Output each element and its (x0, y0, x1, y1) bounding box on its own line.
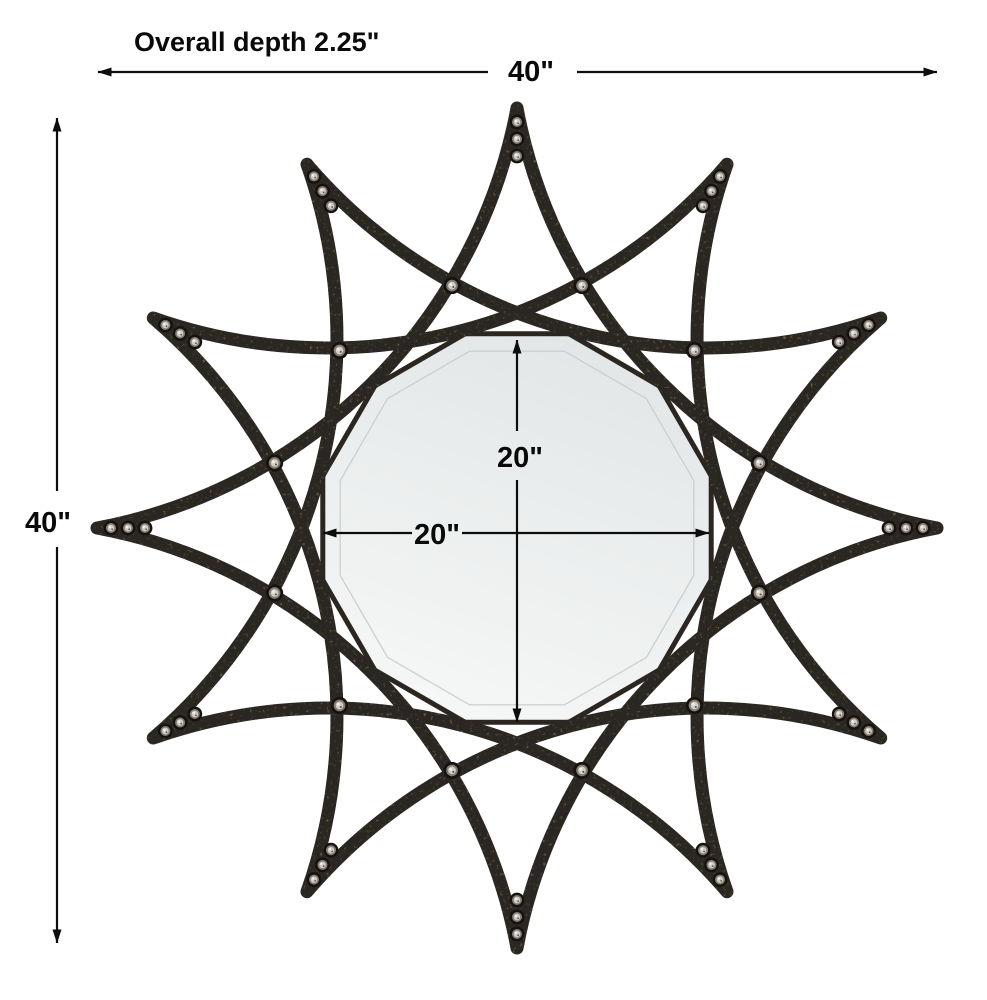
rivet (509, 114, 525, 130)
mirror-width-label: 20" (414, 519, 460, 551)
rivet (861, 723, 877, 739)
rivet (881, 520, 897, 536)
dimension-mirror-height: 20" (497, 339, 543, 723)
rivet (915, 520, 931, 536)
rivet (157, 723, 173, 739)
rivet (861, 317, 877, 333)
rivet (323, 842, 339, 858)
rivet (306, 168, 322, 184)
rivet (509, 909, 525, 925)
frame-strap-arcs (90, 101, 944, 955)
rivet (509, 892, 525, 908)
dimension-mirror-width: 20" (322, 519, 710, 551)
rivet (846, 326, 862, 341)
frame-rivets (103, 114, 931, 942)
rivet (266, 584, 284, 602)
rivet (330, 341, 349, 360)
rivet (685, 696, 704, 715)
mirror-height-label: 20" (497, 442, 543, 474)
rivet (103, 520, 119, 536)
rivet (443, 761, 461, 779)
rivet (509, 926, 525, 942)
rivet (712, 168, 728, 184)
rivet (306, 872, 322, 888)
rivet (120, 520, 136, 536)
rivet (509, 131, 525, 147)
rivet (157, 317, 173, 333)
rivet (573, 761, 591, 779)
rivet (509, 148, 525, 164)
rivet (266, 454, 284, 472)
mirror-bevel (339, 350, 695, 706)
rivet (712, 872, 728, 888)
overall-depth-label: Overall depth 2.25" (134, 27, 379, 57)
rivet (323, 198, 339, 214)
dimension-overall-height: 40" (25, 117, 71, 944)
overall-width-label: 40" (508, 56, 554, 88)
rivet (695, 842, 711, 858)
rivet (831, 706, 847, 722)
rivet (330, 696, 349, 715)
rivet (695, 198, 711, 214)
rivet (315, 857, 330, 873)
rivet (187, 334, 203, 350)
rivet (172, 715, 188, 730)
overall-height-label: 40" (25, 507, 71, 539)
rivet (137, 520, 153, 536)
rivet (172, 326, 188, 341)
rivet (750, 454, 768, 472)
sunburst-mirror-graphic (90, 101, 944, 955)
rivet (704, 183, 719, 199)
dimension-annotations: Overall depth 2.25" 40" 40" 20" 20" (25, 27, 938, 944)
rivet (443, 277, 461, 295)
rivet (187, 706, 203, 722)
rivet (704, 857, 719, 873)
rivet (750, 584, 768, 602)
rivet (573, 277, 591, 295)
dimension-overall-width: 40" (97, 56, 938, 88)
rivet (315, 183, 330, 199)
rivet (898, 520, 914, 536)
rivet (685, 341, 704, 360)
rivet (846, 715, 862, 730)
rivet (831, 334, 847, 350)
